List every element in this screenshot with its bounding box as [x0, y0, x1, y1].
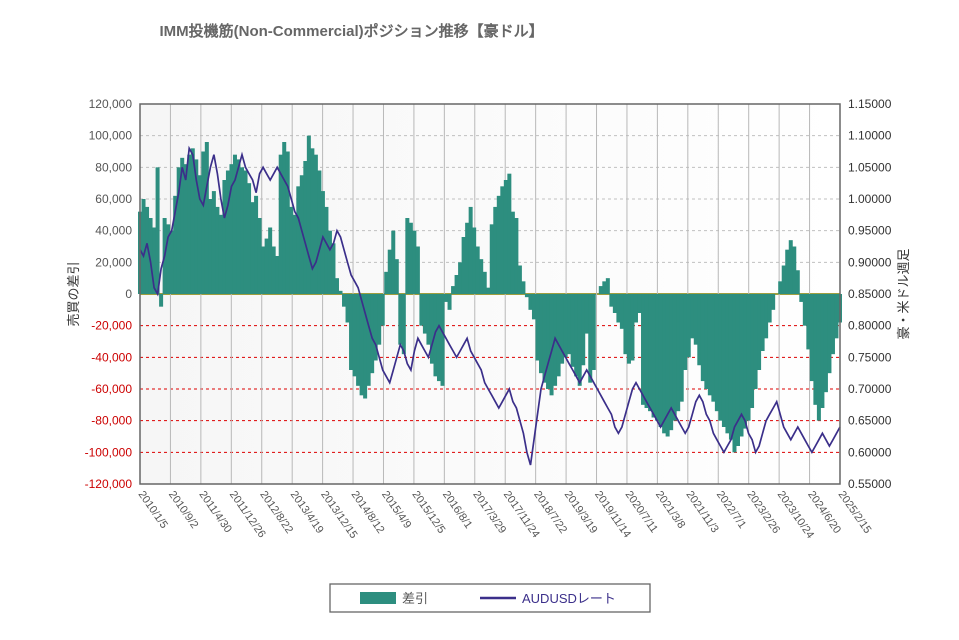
svg-text:20,000: 20,000 — [95, 255, 132, 269]
svg-text:売買の差引: 売買の差引 — [66, 261, 81, 326]
svg-text:-40,000: -40,000 — [91, 350, 132, 364]
svg-text:100,000: 100,000 — [88, 129, 132, 143]
svg-text:-20,000: -20,000 — [91, 319, 132, 333]
svg-text:40,000: 40,000 — [95, 224, 132, 238]
chart-title: IMM投機筋(Non-Commercial)ポジション推移【豪ドル】 — [20, 20, 940, 41]
svg-text:0.65000: 0.65000 — [848, 414, 892, 428]
svg-text:0.95000: 0.95000 — [848, 224, 892, 238]
svg-text:豪・米ドル週足: 豪・米ドル週足 — [896, 248, 911, 339]
svg-text:差引: 差引 — [402, 591, 428, 606]
svg-text:-60,000: -60,000 — [91, 382, 132, 396]
svg-text:2010/9/2: 2010/9/2 — [165, 489, 199, 531]
chart-container: IMM投機筋(Non-Commercial)ポジション推移【豪ドル】 120,0… — [20, 20, 940, 620]
svg-text:0.55000: 0.55000 — [848, 477, 892, 491]
svg-text:1.00000: 1.00000 — [848, 192, 892, 206]
svg-text:0.75000: 0.75000 — [848, 350, 892, 364]
svg-text:-100,000: -100,000 — [84, 445, 132, 459]
svg-text:80,000: 80,000 — [95, 160, 132, 174]
svg-text:-120,000: -120,000 — [84, 477, 132, 491]
svg-text:0.60000: 0.60000 — [848, 445, 892, 459]
svg-text:1.10000: 1.10000 — [848, 129, 892, 143]
chart-svg: 120,000 100,000 80,000 60,000 40,000 20,000 0 -… — [20, 49, 940, 629]
svg-text:0.70000: 0.70000 — [848, 382, 892, 396]
svg-text:60,000: 60,000 — [95, 192, 132, 206]
svg-text:120,000: 120,000 — [88, 97, 132, 111]
svg-text:1.05000: 1.05000 — [848, 160, 892, 174]
svg-text:0.90000: 0.90000 — [848, 255, 892, 269]
svg-text:0.80000: 0.80000 — [848, 319, 892, 333]
svg-text:2010/1/5: 2010/1/5 — [135, 489, 169, 531]
svg-text:-80,000: -80,000 — [91, 414, 132, 428]
svg-text:AUDUSDレート: AUDUSDレート — [522, 591, 616, 606]
svg-text:1.15000: 1.15000 — [848, 97, 892, 111]
svg-text:0: 0 — [125, 287, 132, 301]
svg-text:0.85000: 0.85000 — [848, 287, 892, 301]
